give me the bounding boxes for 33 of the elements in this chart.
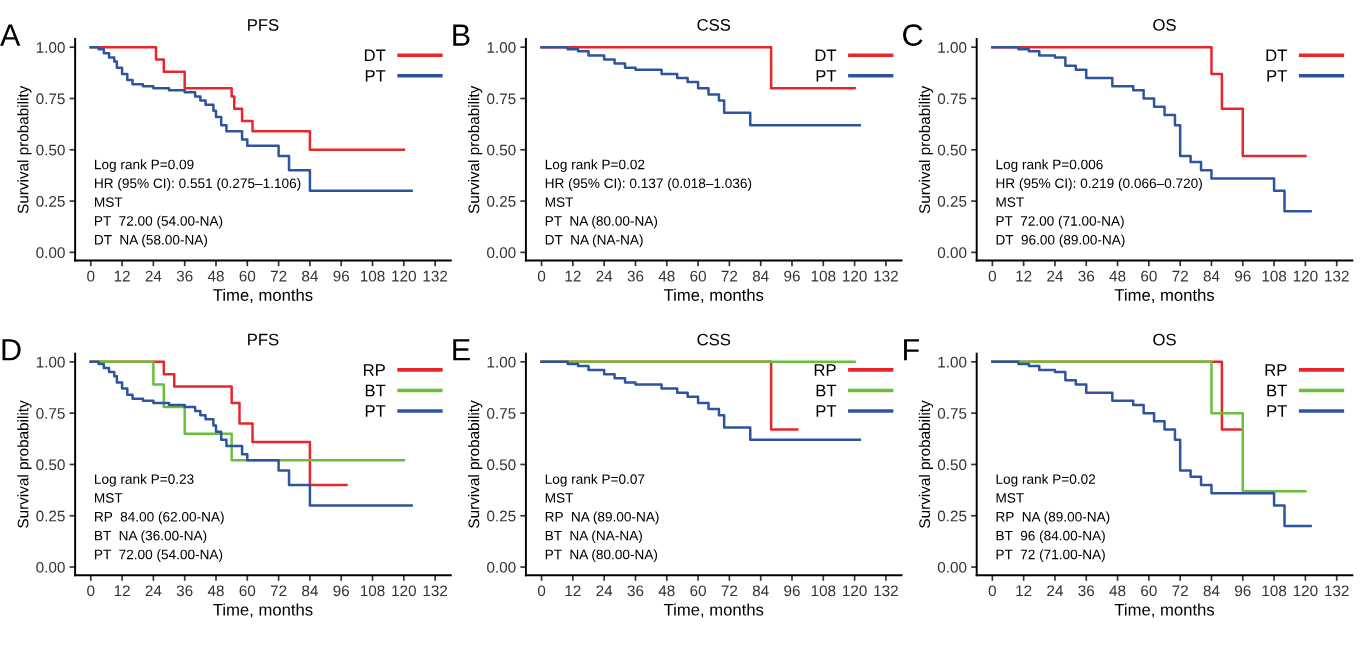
legend-label: RP (1265, 364, 1287, 376)
legend-label: PT (365, 405, 386, 417)
chart-title: OS (1153, 333, 1176, 346)
legend-label: PT (816, 405, 837, 417)
x-axis-title: Time, months (663, 603, 764, 618)
legend-label: RP (814, 364, 836, 376)
chart-title: CSS (697, 19, 731, 31)
legend-label: BT (1267, 384, 1287, 397)
legend-label: BT (816, 384, 837, 397)
text: C (903, 24, 923, 46)
x-axis-title: Time, months (663, 288, 764, 303)
legend-label: DT (1266, 49, 1287, 62)
x-axis-title: Time, months (213, 288, 313, 303)
legend-label: RP (363, 364, 385, 376)
chart-title: CSS (697, 333, 731, 346)
text: D (2, 339, 21, 361)
text: B (453, 24, 470, 46)
legend-label: DT (815, 49, 837, 62)
text: E (453, 339, 470, 361)
legend-label: DT (364, 49, 386, 62)
legend-label: PT (365, 70, 386, 82)
x-axis-title: Time, months (1114, 603, 1215, 618)
legend-label: PT (1267, 70, 1287, 82)
x-axis-title: Time, months (213, 603, 313, 618)
text: F (904, 339, 919, 361)
legend-label: BT (365, 384, 386, 397)
chart-title: PFS (248, 19, 279, 31)
text: A (0, 24, 21, 46)
legend-label: PT (816, 70, 837, 82)
chart-title: OS (1153, 19, 1176, 31)
x-axis-title: Time, months (1114, 288, 1215, 303)
chart-title: PFS (248, 333, 279, 346)
legend-label: PT (1267, 405, 1287, 417)
